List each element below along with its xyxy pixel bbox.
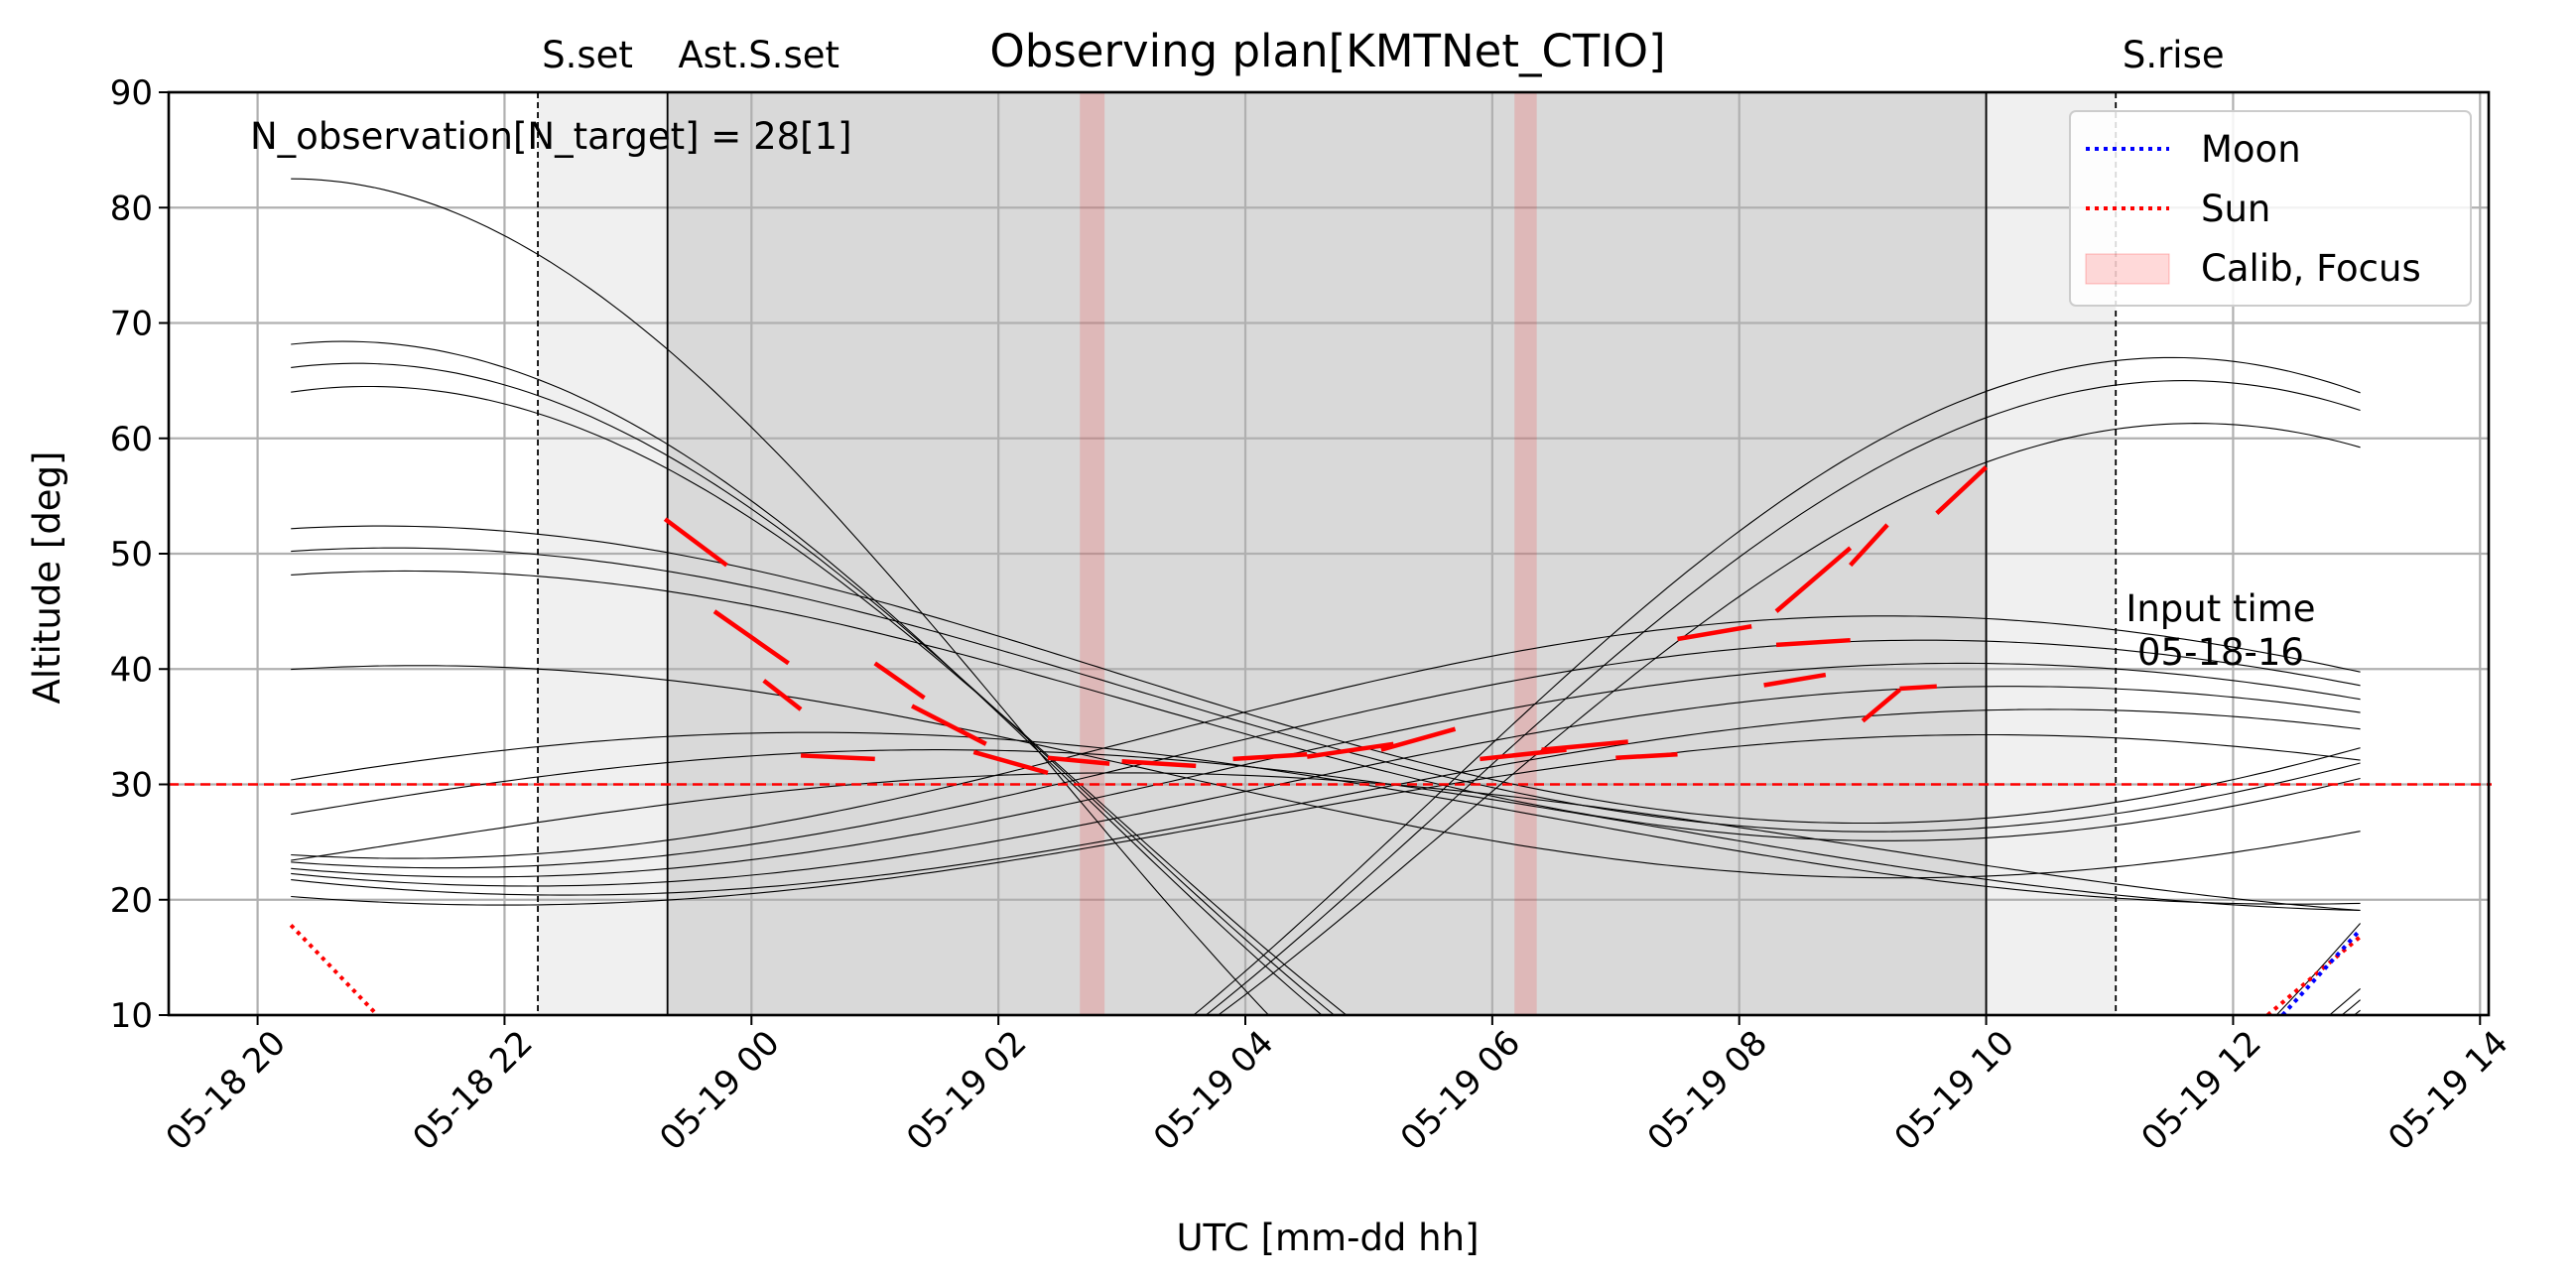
event-label: S.rise — [2123, 34, 2225, 76]
target-curve — [291, 772, 2361, 912]
target-curve — [291, 178, 2362, 1015]
scheduled-segment — [972, 749, 1049, 776]
scheduled-segment — [873, 661, 926, 701]
input-time-value: 05-18-16 — [2137, 631, 2304, 674]
y-tick-label: 90 — [110, 73, 153, 113]
x-tick-label: 05-19 00 — [652, 1023, 787, 1158]
sun-moon-tracks — [289, 923, 2363, 1015]
scheduled-segment — [1380, 726, 1457, 752]
legend-swatch — [2085, 253, 2170, 285]
event-label: Ast.S.set — [678, 34, 839, 76]
x-tick-label: 05-19 12 — [2133, 1023, 2268, 1158]
x-tick-label: 05-18 22 — [405, 1023, 540, 1158]
target-curve — [291, 639, 2361, 869]
observation-count-annotation: N_observation[N_target] = 28[1] — [250, 115, 852, 158]
scheduled-segment — [1763, 672, 1827, 688]
scheduled-segment — [1775, 637, 1851, 648]
target-curve — [291, 733, 2361, 906]
x-tick-label: 05-19 14 — [2381, 1023, 2515, 1158]
y-tick-label: 60 — [110, 420, 153, 459]
legend-label: Sun — [2201, 188, 2270, 230]
legend-label: Moon — [2201, 128, 2301, 171]
x-tick-label: 05-19 06 — [1393, 1023, 1528, 1158]
x-tick-label: 05-18 20 — [159, 1023, 294, 1158]
legend: Moon Sun Calib, Focus — [2069, 110, 2472, 307]
grid — [169, 90, 2489, 1017]
target-curve — [1205, 380, 2361, 1015]
legend-box — [2069, 110, 2472, 307]
input-time-label: Input time — [2125, 587, 2315, 630]
y-axis-label: Altitude [deg] — [26, 451, 68, 705]
target-curve — [291, 615, 2361, 859]
target-altitude-curves — [291, 178, 2362, 1015]
y-tick-label: 80 — [110, 189, 153, 228]
target-curve — [291, 731, 2361, 905]
y-tick-label: 50 — [110, 535, 153, 575]
target-curve — [291, 749, 2361, 911]
scheduled-segment — [1861, 688, 1901, 723]
scheduled-segment — [1306, 741, 1394, 759]
x-tick-label: 05-19 08 — [1640, 1023, 1775, 1158]
y-tick-label: 70 — [110, 305, 153, 344]
scheduled-segment — [1615, 752, 1678, 761]
scheduled-segment — [1849, 523, 1889, 568]
target-curve — [291, 385, 2361, 1015]
target-curve — [291, 686, 2361, 887]
scheduled-segment — [1677, 624, 1752, 642]
scheduled-segment — [911, 704, 987, 746]
event-lines: S.set Ast.S.set S.rise — [537, 34, 2225, 1015]
moon-track — [2280, 928, 2363, 1015]
x-axis-label: UTC [mm-dd hh] — [1176, 1217, 1479, 1259]
x-tick-label: 05-19 02 — [899, 1023, 1034, 1158]
legend-label: Calib, Focus — [2201, 247, 2421, 290]
calib-band — [1080, 92, 1105, 1015]
target-curve — [291, 708, 2361, 896]
x-tick-label: 05-19 10 — [1887, 1023, 2022, 1158]
y-tick-label: 30 — [110, 766, 153, 806]
scheduled-segment — [762, 679, 803, 711]
target-curve — [291, 665, 2361, 879]
target-curve — [291, 340, 2361, 1015]
target-curve — [291, 662, 2361, 878]
scheduled-segment — [1899, 684, 1937, 692]
scheduled-segment — [1480, 747, 1567, 762]
calib-band — [1514, 92, 1537, 1015]
scheduled-segment — [1232, 752, 1308, 762]
y-tick-label: 10 — [110, 996, 153, 1036]
scheduled-segment — [1541, 739, 1628, 752]
target-curve — [291, 547, 2361, 833]
target-curve — [291, 362, 2361, 1015]
scheduled-segment — [663, 517, 728, 568]
scheduled-segment — [1935, 465, 1989, 515]
chart-title: Observing plan[KMTNet_CTIO] — [989, 25, 1665, 77]
scheduled-observations — [663, 465, 1989, 776]
scheduled-segment — [712, 609, 790, 666]
target-curve — [1192, 356, 2361, 1015]
target-curve — [1217, 423, 2361, 1015]
scheduled-segment — [800, 753, 875, 762]
sun-track — [289, 923, 379, 1015]
scheduled-segment — [1047, 755, 1110, 766]
y-tick-label: 20 — [110, 881, 153, 921]
event-label: S.set — [542, 34, 633, 76]
x-tick-label: 05-19 04 — [1146, 1023, 1281, 1158]
target-curve — [291, 525, 2361, 825]
y-tick-label: 40 — [110, 650, 153, 690]
scheduled-segment — [1774, 546, 1853, 613]
scheduled-segment — [1121, 759, 1197, 769]
sun-track — [2265, 935, 2362, 1015]
